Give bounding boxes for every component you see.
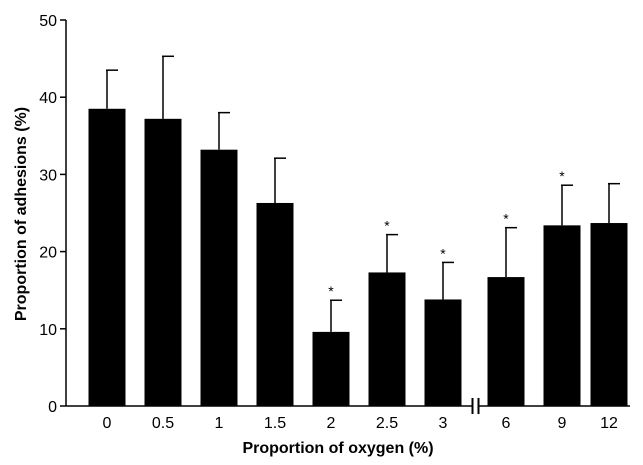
x-tick-label: 0.5 [152,415,174,432]
bar [424,299,462,406]
significance-star: * [559,168,565,184]
bar [368,272,406,406]
y-tick-label: 10 [39,322,57,339]
bar [144,118,182,406]
x-tick-label: 2 [327,415,336,432]
bar [487,277,525,406]
y-tick-label: 20 [39,245,57,262]
y-axis-title: Proportion of adhesions (%) [13,107,30,321]
x-tick-label: 1.5 [264,415,286,432]
significance-star: * [503,211,509,227]
y-tick-label: 50 [39,13,57,30]
x-tick-label: 12 [600,415,618,432]
y-tick-label: 0 [48,399,57,416]
significance-star: * [384,218,390,234]
y-tick-label: 30 [39,167,57,184]
x-tick-label: 1 [215,415,224,432]
bar [256,202,294,406]
significance-star: * [328,283,334,299]
bars [88,108,628,407]
x-tick-label: 3 [439,415,448,432]
error-bars [106,55,620,332]
x-tick-label: 0 [103,415,112,432]
bar [543,225,581,406]
bar [88,108,126,406]
x-axis-title: Proportion of oxygen (%) [242,440,433,457]
x-axis: 0 0.5 1 1.5 2 2.5 3 6 9 12 [66,398,630,432]
bar [590,223,628,406]
x-tick-label: 2.5 [376,415,398,432]
significance-star: * [440,245,446,261]
y-axis: 0 10 20 30 40 50 [39,13,67,416]
x-tick-label: 6 [502,415,511,432]
x-tick-label: 9 [558,415,567,432]
bar [200,149,238,407]
significance-markers: * * * * * [328,168,565,299]
y-tick-label: 40 [39,90,57,107]
bar [312,331,350,406]
